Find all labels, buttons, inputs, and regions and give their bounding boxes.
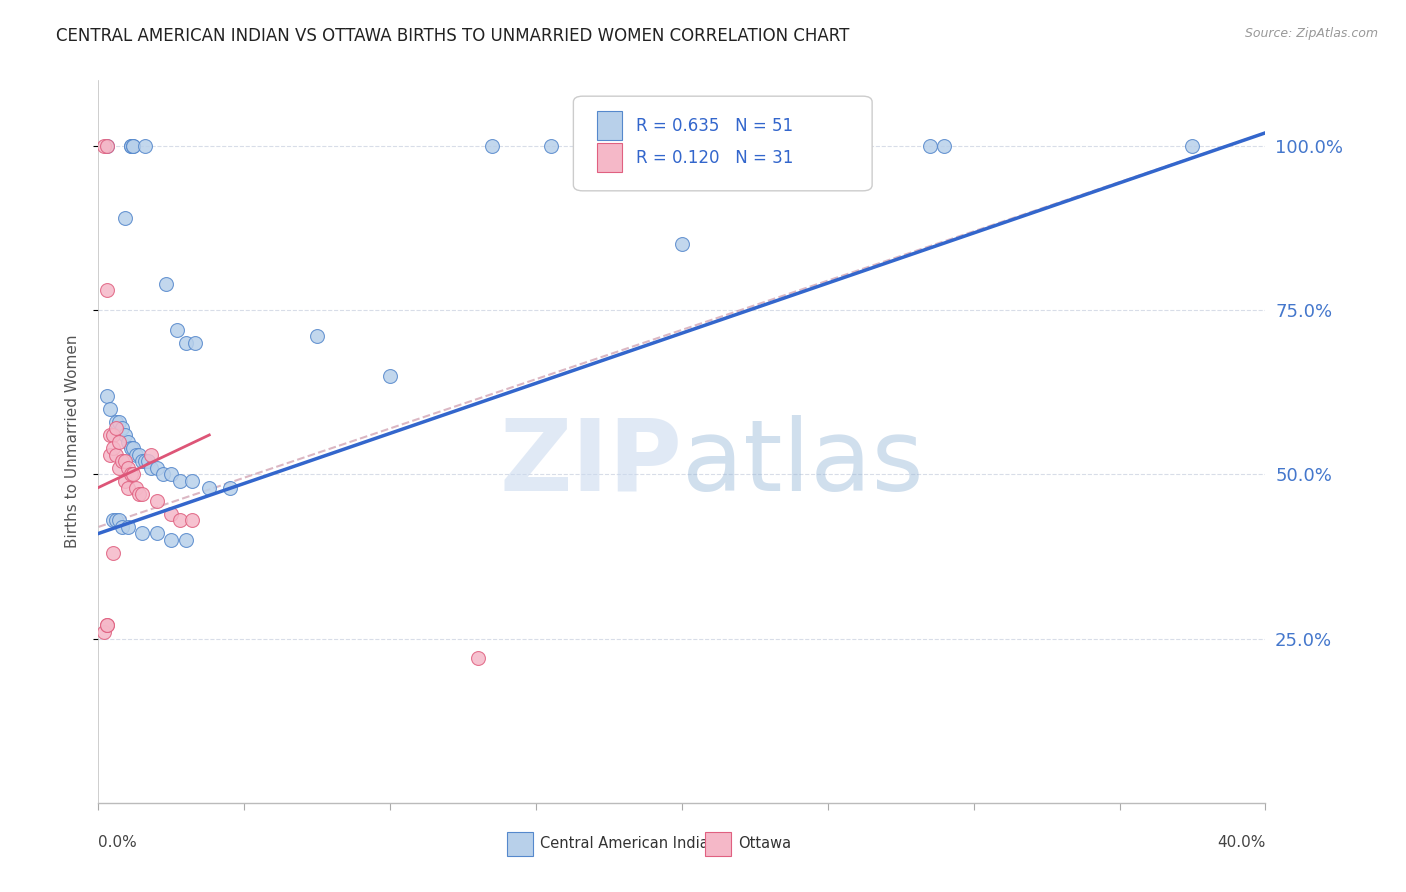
Point xyxy=(125,481,148,495)
Point xyxy=(96,618,118,632)
Point xyxy=(96,618,118,632)
Point xyxy=(598,139,620,153)
Point xyxy=(918,139,941,153)
Point xyxy=(671,237,693,252)
Point xyxy=(139,448,162,462)
Point xyxy=(122,441,145,455)
Point xyxy=(96,388,118,402)
Point xyxy=(125,448,148,462)
FancyBboxPatch shape xyxy=(508,832,533,855)
Point xyxy=(131,454,153,468)
Text: Ottawa: Ottawa xyxy=(738,837,792,852)
Point xyxy=(380,368,402,383)
Point xyxy=(104,448,127,462)
Point xyxy=(139,460,162,475)
Point xyxy=(160,507,183,521)
Point xyxy=(160,533,183,547)
Text: Source: ZipAtlas.com: Source: ZipAtlas.com xyxy=(1244,27,1378,40)
Point xyxy=(108,460,131,475)
Point xyxy=(120,467,142,482)
Point xyxy=(1181,139,1204,153)
Point xyxy=(114,454,136,468)
Point xyxy=(101,441,124,455)
Point xyxy=(169,513,191,527)
Point xyxy=(934,139,956,153)
Point xyxy=(117,520,139,534)
Point xyxy=(166,323,188,337)
FancyBboxPatch shape xyxy=(574,96,872,191)
Point xyxy=(96,139,118,153)
Point xyxy=(117,434,139,449)
Point xyxy=(218,481,240,495)
Point xyxy=(180,474,202,488)
Point xyxy=(146,493,169,508)
Point xyxy=(540,139,562,153)
Text: ZIP: ZIP xyxy=(499,415,682,512)
Point xyxy=(146,526,169,541)
Point xyxy=(104,513,127,527)
Point xyxy=(108,513,131,527)
Point xyxy=(96,284,118,298)
Point xyxy=(122,139,145,153)
Point xyxy=(467,651,489,665)
Point xyxy=(114,428,136,442)
Point xyxy=(131,487,153,501)
Text: CENTRAL AMERICAN INDIAN VS OTTAWA BIRTHS TO UNMARRIED WOMEN CORRELATION CHART: CENTRAL AMERICAN INDIAN VS OTTAWA BIRTHS… xyxy=(56,27,849,45)
Point xyxy=(104,415,127,429)
Point xyxy=(93,625,115,640)
Point xyxy=(101,513,124,527)
Point xyxy=(128,448,150,462)
Point xyxy=(481,139,503,153)
Text: 40.0%: 40.0% xyxy=(1218,835,1265,850)
Point xyxy=(114,211,136,226)
Point xyxy=(160,467,183,482)
Point xyxy=(120,139,142,153)
Point xyxy=(122,139,145,153)
Y-axis label: Births to Unmarried Women: Births to Unmarried Women xyxy=(65,334,80,549)
Point xyxy=(104,421,127,435)
Point xyxy=(131,526,153,541)
Text: Central American Indians: Central American Indians xyxy=(540,837,725,852)
Point xyxy=(136,454,159,468)
Point xyxy=(93,139,115,153)
Point xyxy=(114,474,136,488)
Point xyxy=(111,454,134,468)
Point xyxy=(111,421,134,435)
Text: atlas: atlas xyxy=(682,415,924,512)
Point xyxy=(108,434,131,449)
Point xyxy=(174,533,197,547)
Text: R = 0.635   N = 51: R = 0.635 N = 51 xyxy=(637,117,793,135)
Point xyxy=(169,474,191,488)
FancyBboxPatch shape xyxy=(706,832,731,855)
Point xyxy=(198,481,221,495)
Point xyxy=(117,481,139,495)
Point xyxy=(108,415,131,429)
FancyBboxPatch shape xyxy=(596,143,623,172)
Point xyxy=(98,448,121,462)
Point xyxy=(307,329,329,343)
Text: R = 0.120   N = 31: R = 0.120 N = 31 xyxy=(637,149,794,167)
Point xyxy=(134,139,156,153)
Point xyxy=(183,336,205,351)
Point xyxy=(146,460,169,475)
Point xyxy=(120,139,142,153)
Point xyxy=(120,441,142,455)
Point xyxy=(174,336,197,351)
Point xyxy=(134,454,156,468)
Point xyxy=(96,139,118,153)
Point xyxy=(111,520,134,534)
FancyBboxPatch shape xyxy=(596,112,623,140)
Point xyxy=(98,401,121,416)
Point xyxy=(152,467,174,482)
Point xyxy=(128,487,150,501)
Point xyxy=(155,277,177,291)
Point xyxy=(101,546,124,560)
Text: 0.0%: 0.0% xyxy=(98,835,138,850)
Point xyxy=(180,513,202,527)
Point xyxy=(98,428,121,442)
Point xyxy=(122,467,145,482)
Point xyxy=(101,428,124,442)
Point xyxy=(117,460,139,475)
